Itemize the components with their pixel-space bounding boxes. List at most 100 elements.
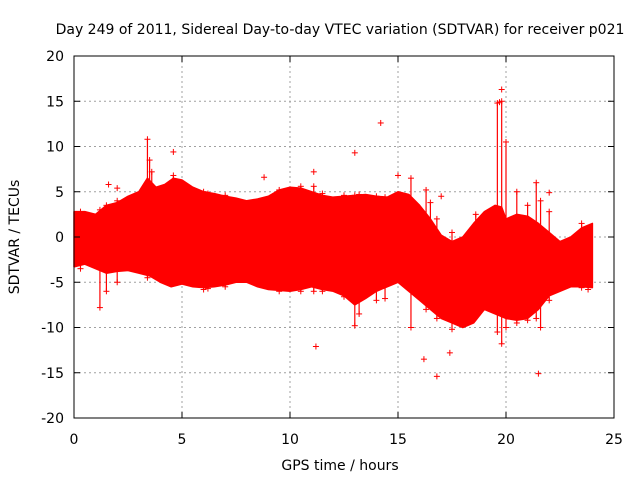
- outlier-point: [351, 149, 358, 156]
- spike-end-point: [146, 157, 153, 164]
- outlier-point: [433, 373, 440, 380]
- spike-end-point: [310, 288, 317, 295]
- spike-end-point: [585, 224, 592, 231]
- spike-end-point: [503, 138, 509, 145]
- spike-end-point: [204, 190, 211, 197]
- spike-end-point: [427, 199, 434, 206]
- spike-end-point: [513, 188, 520, 195]
- spike-end-point: [498, 340, 505, 347]
- outlier-point: [170, 148, 177, 155]
- x-tick-label: 15: [389, 432, 407, 448]
- spike-end-point: [503, 324, 509, 331]
- y-tick-label: -15: [41, 366, 64, 382]
- spike-end-point: [77, 208, 84, 215]
- spike-end-point: [222, 283, 229, 290]
- spike-end-point: [319, 190, 326, 197]
- outlier-point: [438, 193, 445, 200]
- y-tick-label: 10: [46, 140, 64, 156]
- spike-end-point: [472, 211, 479, 218]
- spike-end-point: [148, 168, 155, 175]
- y-tick-label: -10: [41, 321, 64, 337]
- spike-end-point: [546, 297, 553, 304]
- spike-end-point: [222, 192, 229, 199]
- outlier-point: [377, 119, 384, 126]
- outlier-point: [420, 356, 427, 363]
- spike-end-point: [96, 206, 103, 213]
- spike-end-point: [351, 192, 358, 199]
- spike-end-point: [114, 279, 121, 286]
- spike-end-point: [297, 183, 304, 190]
- spike-end-point: [494, 329, 501, 336]
- spike-end-point: [276, 186, 283, 193]
- y-tick-label: -20: [41, 411, 64, 427]
- data-layer: [73, 86, 594, 380]
- y-tick-label: 20: [46, 49, 64, 65]
- spike-end-point: [310, 183, 317, 190]
- tick-layer: 0 5 10 15 20 25 -20 -15 -10 -5 0 5 10 15 20: [41, 49, 623, 448]
- spike-end-point: [114, 197, 121, 204]
- spike-end-point: [382, 194, 389, 201]
- spike-end-point: [103, 288, 110, 295]
- spike-end-point: [524, 202, 531, 209]
- spike-end-point: [433, 215, 440, 222]
- spike-end-point: [423, 306, 430, 313]
- spike-end-point: [373, 297, 380, 304]
- y-axis-label: SDTVAR / TECUs: [7, 180, 23, 295]
- outlier-point: [546, 189, 553, 196]
- spike-end-point: [96, 304, 103, 311]
- spike-end-point: [103, 202, 110, 209]
- spike-end-point: [200, 286, 207, 293]
- x-tick-label: 5: [178, 432, 187, 448]
- spike-end-point: [533, 315, 540, 322]
- spike-end-point: [144, 136, 151, 143]
- spike-end-point: [578, 220, 585, 227]
- spike-end-point: [449, 229, 455, 236]
- x-axis-label: GPS time / hours: [281, 458, 398, 474]
- chart-title: Day 249 of 2011, Sidereal Day-to-day VTE…: [56, 22, 625, 38]
- outlier-point: [261, 174, 268, 181]
- spike-end-point: [513, 319, 520, 326]
- spike-end-point: [382, 295, 389, 302]
- spike-end-point: [433, 315, 440, 322]
- spike-end-point: [423, 186, 430, 193]
- spike-end-point: [351, 322, 358, 329]
- spike-end-point: [407, 175, 414, 182]
- spike-end-point: [524, 317, 531, 324]
- spike-end-point: [144, 274, 151, 281]
- spike-end-point: [533, 179, 540, 186]
- spike-end-point: [148, 270, 155, 277]
- x-tick-label: 10: [281, 432, 299, 448]
- spike-end-point: [407, 324, 414, 331]
- spike-end-point: [356, 310, 363, 317]
- outlier-point: [496, 99, 503, 106]
- outlier-point: [310, 168, 317, 175]
- y-tick-label: 5: [55, 185, 64, 201]
- spike-end-point: [472, 310, 479, 317]
- outlier-point: [395, 172, 401, 179]
- x-tick-label: 25: [605, 432, 623, 448]
- spike-end-point: [341, 293, 347, 300]
- outlier-point: [535, 370, 542, 377]
- outlier-point: [312, 343, 319, 350]
- y-tick-label: 15: [46, 94, 64, 110]
- spike-end-point: [204, 285, 211, 292]
- spike-end-point: [341, 192, 347, 199]
- spike-end-point: [373, 193, 380, 200]
- spike-end-point: [585, 286, 592, 293]
- spike-end-point: [537, 324, 544, 331]
- outlier-point: [446, 349, 453, 356]
- x-tick-label: 20: [497, 432, 515, 448]
- spike-end-point: [356, 191, 363, 198]
- x-tick-label: 0: [70, 432, 79, 448]
- spike-end-point: [297, 288, 304, 295]
- spike-end-point: [546, 208, 553, 215]
- outlier-point: [498, 86, 505, 93]
- spike-end-point: [170, 279, 177, 286]
- y-tick-label: 0: [55, 230, 64, 246]
- spike-end-point: [170, 172, 177, 179]
- spike-end-point: [578, 284, 585, 291]
- spike-end-point: [77, 265, 84, 272]
- spike-end-point: [537, 197, 544, 204]
